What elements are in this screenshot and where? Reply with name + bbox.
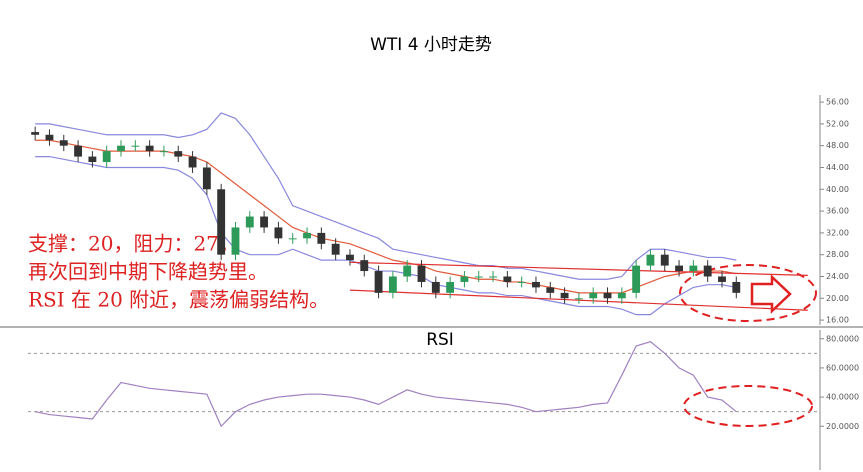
candle-body bbox=[446, 281, 455, 293]
annotation: RSI 在 20 附近，震荡偏弱结构。 bbox=[28, 288, 329, 312]
candle-body bbox=[346, 254, 354, 261]
candle-body bbox=[288, 238, 297, 240]
candle-body bbox=[646, 254, 655, 266]
y-tick-label: 40.00 bbox=[826, 185, 849, 194]
candle-body bbox=[202, 167, 211, 190]
candle-body bbox=[31, 132, 40, 135]
y-tick-label: 48.00 bbox=[826, 141, 849, 150]
y-tick-label: 60.0000 bbox=[826, 363, 859, 372]
y-tick-label: 56.00 bbox=[826, 98, 849, 107]
highlight-ellipse bbox=[683, 385, 813, 427]
candle-body bbox=[689, 265, 698, 272]
y-tick-label: 20.0000 bbox=[826, 422, 859, 431]
candle-body bbox=[403, 265, 412, 277]
candle-body bbox=[632, 265, 641, 293]
candle-body bbox=[145, 145, 154, 152]
y-tick-label: 52.00 bbox=[826, 119, 849, 128]
candle-body bbox=[303, 232, 311, 239]
y-tick-label: 36.00 bbox=[826, 207, 849, 216]
band-line bbox=[35, 112, 737, 280]
candle-body bbox=[59, 140, 68, 146]
candle-body bbox=[474, 276, 483, 278]
rsi-line bbox=[35, 340, 737, 428]
candle-body bbox=[546, 287, 555, 293]
candle-body bbox=[517, 281, 526, 283]
annotation: 再次回到中期下降趋势里。 bbox=[28, 260, 268, 284]
y-tick-label: 24.00 bbox=[826, 272, 849, 281]
candle-body bbox=[274, 227, 283, 239]
candle-body bbox=[102, 151, 111, 163]
y-tick-label: 16.00 bbox=[826, 316, 849, 325]
arrow bbox=[750, 274, 792, 314]
candle-body bbox=[174, 151, 183, 157]
candle-body bbox=[231, 227, 240, 255]
candle-body bbox=[732, 281, 741, 293]
candle-body bbox=[503, 276, 512, 282]
candle-body bbox=[360, 260, 369, 272]
band-line bbox=[35, 155, 737, 316]
chart-title: WTI 4 小时走势 bbox=[370, 35, 492, 55]
rsi-title: RSI bbox=[426, 330, 454, 350]
candle-body bbox=[217, 189, 226, 255]
candle-body bbox=[117, 145, 125, 152]
candle-body bbox=[703, 265, 712, 277]
candle-body bbox=[489, 276, 497, 278]
candle-body bbox=[317, 232, 326, 244]
trend-line bbox=[349, 261, 808, 277]
candle-body bbox=[245, 216, 254, 228]
candle-body bbox=[589, 292, 598, 299]
y-tick-label: 44.00 bbox=[826, 163, 849, 172]
candle-body bbox=[603, 292, 612, 299]
highlight-ellipse bbox=[679, 264, 817, 322]
candle-body bbox=[718, 276, 726, 282]
candle-body bbox=[431, 281, 440, 293]
candle-body bbox=[617, 292, 626, 299]
candle-body bbox=[260, 216, 269, 228]
y-tick-label: 32.00 bbox=[826, 228, 849, 237]
annotation: 支撑：20，阻力：27。 bbox=[28, 232, 239, 256]
candle-body bbox=[374, 271, 383, 293]
y-tick-label: 28.00 bbox=[826, 250, 849, 259]
y-tick-label: 80.0000 bbox=[826, 334, 859, 343]
candle-body bbox=[88, 156, 97, 163]
candle-body bbox=[160, 151, 168, 153]
candle-body bbox=[131, 145, 140, 147]
candle-body bbox=[45, 134, 54, 141]
candle-body bbox=[331, 243, 340, 255]
y-tick-label: 20.00 bbox=[826, 294, 849, 303]
candle-body bbox=[188, 156, 197, 168]
candle-body bbox=[574, 298, 583, 300]
candle-body bbox=[388, 276, 397, 293]
candle-body bbox=[417, 265, 426, 282]
candle-body bbox=[560, 292, 569, 299]
candle-body bbox=[660, 254, 669, 266]
candle-body bbox=[460, 276, 469, 282]
candle-body bbox=[74, 145, 83, 157]
candle-body bbox=[675, 265, 683, 272]
candle-body bbox=[532, 281, 540, 288]
y-tick-label: 40.0000 bbox=[826, 393, 859, 402]
